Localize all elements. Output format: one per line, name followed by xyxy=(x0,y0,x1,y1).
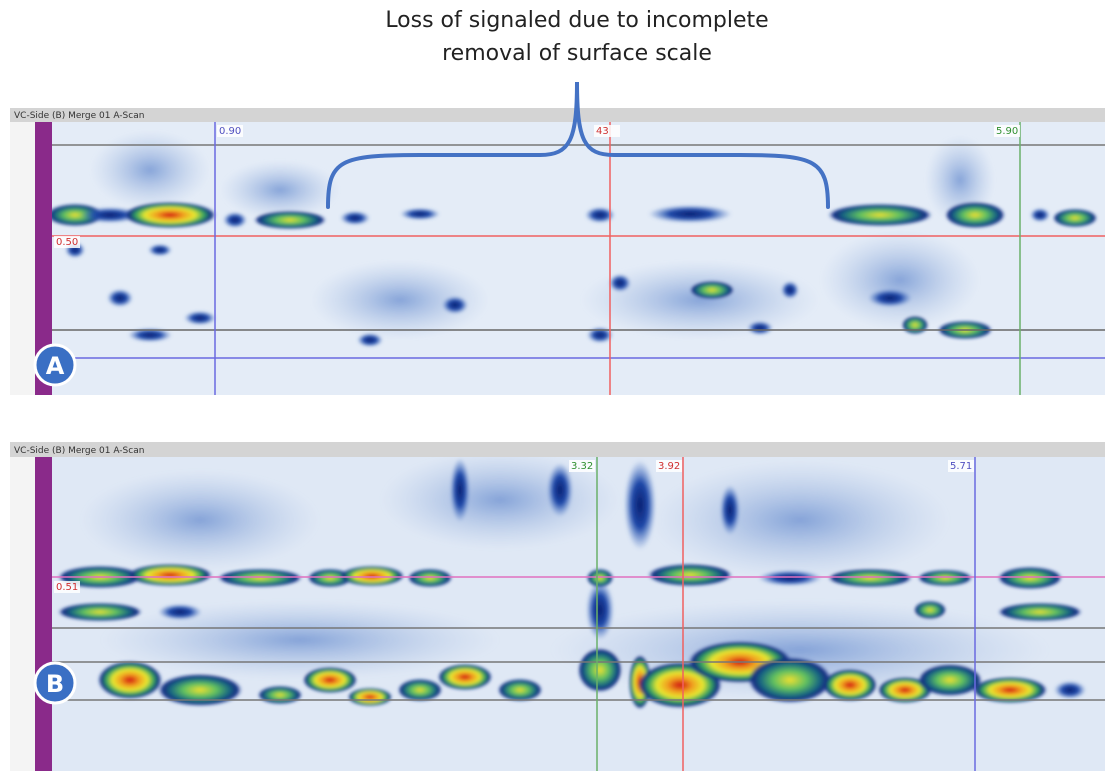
header-bar xyxy=(10,108,1105,122)
panel-header: VC-Side (B) Merge 01 A-Scan xyxy=(14,446,144,456)
signal xyxy=(609,274,631,292)
signal xyxy=(340,566,404,586)
signal xyxy=(107,289,133,307)
signal xyxy=(223,212,247,228)
scale-bar xyxy=(35,457,52,771)
side-strip xyxy=(10,122,35,395)
signal xyxy=(303,667,357,693)
signal xyxy=(690,281,734,299)
signal xyxy=(218,569,302,587)
signal xyxy=(918,664,982,696)
signal xyxy=(918,570,972,586)
signal xyxy=(58,603,142,621)
signal xyxy=(748,657,832,703)
cursor-label: 5.90 xyxy=(996,126,1018,137)
signal xyxy=(1053,209,1097,227)
signal xyxy=(158,674,242,706)
panel-label: B xyxy=(46,670,64,698)
signal xyxy=(80,470,320,570)
signal xyxy=(823,669,877,701)
signal xyxy=(498,679,542,701)
signal xyxy=(442,296,468,314)
signal xyxy=(648,205,732,223)
figure: Loss of signaled due to incomplete remov… xyxy=(0,0,1105,771)
signal xyxy=(340,211,370,225)
annotation-line: Loss of signaled due to incomplete xyxy=(385,8,768,33)
signal xyxy=(438,664,492,690)
panel-label: A xyxy=(46,352,65,380)
signal xyxy=(914,601,946,619)
signal xyxy=(820,230,980,330)
header-bar xyxy=(10,442,1105,457)
signal xyxy=(220,160,340,220)
signal xyxy=(624,460,656,550)
cursor-label: 3.92 xyxy=(658,461,680,472)
signal xyxy=(945,202,1005,228)
signal xyxy=(184,311,216,325)
signal xyxy=(1030,208,1050,222)
annotation-line: removal of surface scale xyxy=(442,41,712,66)
signal xyxy=(450,458,470,522)
signal xyxy=(648,564,732,586)
signal xyxy=(400,208,440,220)
signal xyxy=(828,569,912,587)
cursor-label: 5.71 xyxy=(950,461,972,472)
signal xyxy=(747,321,773,335)
signal xyxy=(902,316,928,334)
cursor-label: 43 xyxy=(596,126,609,137)
signal xyxy=(828,204,932,226)
signal xyxy=(90,130,210,210)
cursor-label: 0.90 xyxy=(219,126,241,137)
panel-header: VC-Side (B) Merge 01 A-Scan xyxy=(14,111,144,121)
signal xyxy=(254,211,326,229)
signal xyxy=(408,569,452,587)
cursor-label: 0.50 xyxy=(56,237,78,248)
signal xyxy=(158,604,202,620)
side-strip xyxy=(10,457,35,771)
signal xyxy=(587,569,613,587)
signal xyxy=(398,679,442,701)
signal xyxy=(580,260,820,340)
signal xyxy=(998,567,1062,589)
cursor-label: 0.51 xyxy=(56,582,78,593)
signal xyxy=(868,289,912,307)
signal xyxy=(781,281,799,299)
signal xyxy=(720,485,740,535)
signal xyxy=(973,677,1047,703)
signal xyxy=(98,661,162,699)
signal xyxy=(357,333,383,347)
signal xyxy=(124,202,216,228)
signal xyxy=(998,603,1082,621)
signal xyxy=(348,688,392,706)
signal xyxy=(148,244,172,256)
signal xyxy=(128,564,212,586)
signal xyxy=(586,580,614,640)
cursor-label: 3.32 xyxy=(571,461,593,472)
signal xyxy=(1054,681,1086,699)
signal xyxy=(650,460,950,580)
signal xyxy=(258,686,302,704)
signal xyxy=(578,648,622,692)
signal xyxy=(758,570,822,586)
